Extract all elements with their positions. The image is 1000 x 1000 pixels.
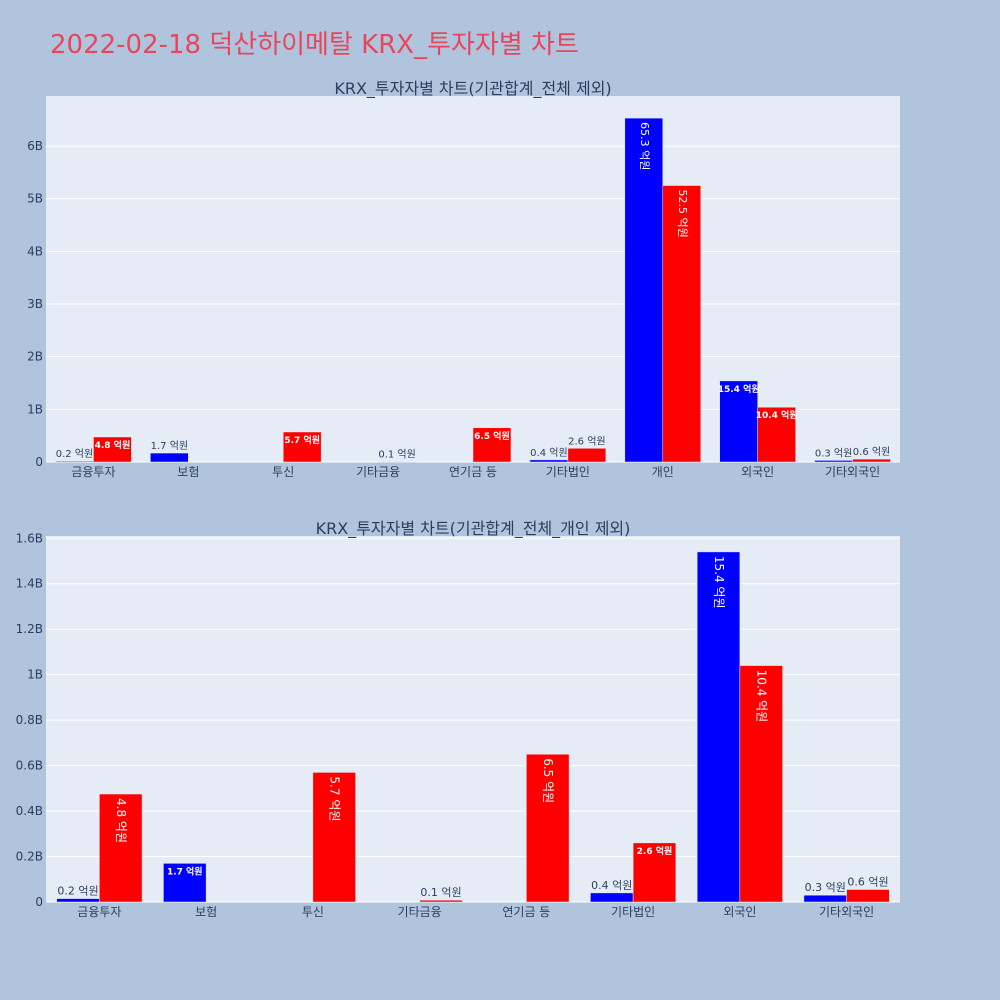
bar — [719, 380, 758, 463]
y-tick-label: 0 — [35, 455, 43, 469]
bar-data-label: 15.4 억원 — [712, 556, 726, 609]
y-tick-label: 1B — [27, 668, 43, 682]
bar — [814, 460, 853, 463]
bar-data-label: 0.2 억원 — [56, 448, 93, 460]
y-tick-label: 4B — [27, 244, 43, 258]
bar-data-label: 0.4 억원 — [591, 879, 632, 892]
bar-data-label: 5.7 억원 — [328, 776, 342, 821]
bar — [529, 459, 569, 463]
bar-data-label: 2.6 억원 — [637, 845, 673, 857]
x-tick-label: 기타법인 — [546, 465, 590, 479]
x-tick-label: 투신 — [272, 465, 294, 479]
x-tick-label: 기타외국인 — [819, 905, 874, 919]
bar — [526, 753, 570, 903]
bar-data-label: 4.8 억원 — [114, 798, 128, 843]
bar-data-label: 6.5 억원 — [474, 430, 510, 442]
bar — [282, 431, 322, 463]
bar-data-label: 15.4 억원 — [718, 383, 760, 395]
bar — [757, 406, 796, 463]
bar — [632, 842, 677, 903]
y-tick-label: 0 — [35, 895, 43, 909]
x-tick-label: 외국인 — [741, 465, 774, 479]
bar — [150, 452, 189, 463]
x-tick-label: 금융투자 — [71, 465, 115, 479]
y-tick-label: 1B — [27, 402, 43, 416]
bar-data-label: 10.4 억원 — [756, 409, 798, 421]
bar-data-label: 2.6 억원 — [568, 435, 605, 447]
chart-title: KRX_투자자별 차트(기관합계_전체 제외) — [334, 79, 611, 99]
x-tick-label: 기타금융 — [398, 905, 442, 919]
bar-data-label: 0.3 억원 — [815, 447, 852, 459]
y-tick-label: 0.6B — [16, 759, 43, 773]
bar — [55, 460, 94, 463]
x-tick-label: 기타금융 — [356, 465, 400, 479]
x-tick-label: 투신 — [302, 905, 324, 919]
y-tick-label: 6B — [27, 139, 43, 153]
x-tick-label: 연기금 등 — [449, 465, 497, 479]
bar-data-label: 52.5 억원 — [676, 190, 689, 238]
bar — [567, 448, 607, 463]
y-tick-label: 3B — [27, 297, 43, 311]
y-tick-label: 0.4B — [16, 804, 43, 818]
x-tick-label: 기타외국인 — [825, 465, 880, 479]
x-tick-label: 기타법인 — [611, 905, 655, 919]
y-tick-label: 1.6B — [16, 531, 43, 545]
bar — [803, 894, 847, 903]
x-tick-label: 외국인 — [723, 905, 756, 919]
bar-data-label: 0.1 억원 — [378, 449, 415, 461]
bar — [696, 551, 741, 903]
x-tick-label: 개인 — [652, 465, 674, 479]
bar — [590, 892, 634, 903]
bar — [56, 898, 100, 903]
bar — [93, 436, 132, 463]
bar-data-label: 0.6 억원 — [853, 446, 890, 458]
bar-data-label: 6.5 억원 — [541, 758, 555, 803]
bar-data-label: 0.4 억원 — [530, 447, 567, 459]
bar — [739, 665, 783, 903]
bar-data-label: 1.7 억원 — [167, 865, 203, 877]
bar-data-label: 0.6 억원 — [847, 875, 888, 888]
bar-data-label: 0.1 억원 — [420, 886, 461, 899]
x-tick-label: 금융투자 — [77, 905, 121, 919]
bar — [419, 899, 463, 903]
bar-data-label: 4.8 억원 — [95, 439, 131, 451]
bar — [624, 117, 664, 463]
x-tick-label: 연기금 등 — [502, 905, 550, 919]
bar-data-label: 0.3 억원 — [805, 881, 846, 894]
bar — [662, 185, 701, 463]
y-tick-label: 1.2B — [16, 622, 43, 636]
bar — [312, 772, 356, 903]
bar — [163, 863, 207, 903]
bar — [846, 889, 890, 903]
bar-data-label: 5.7 억원 — [284, 434, 320, 446]
y-tick-label: 0.2B — [16, 850, 43, 864]
y-tick-label: 5B — [27, 192, 43, 206]
bar-data-label: 10.4 억원 — [755, 670, 769, 723]
bar-data-label: 0.2 억원 — [57, 885, 98, 898]
bar — [99, 793, 143, 903]
y-tick-label: 0.8B — [16, 713, 43, 727]
y-tick-label: 1.4B — [16, 577, 43, 591]
x-tick-label: 보험 — [177, 465, 199, 479]
chart-title: KRX_투자자별 차트(기관합계_전체_개인 제외) — [316, 519, 631, 539]
bar — [472, 427, 512, 463]
bar-data-label: 1.7 억원 — [151, 440, 188, 452]
x-tick-label: 보험 — [195, 905, 217, 919]
page-title: 2022-02-18 덕산하이메탈 KRX_투자자별 차트 — [50, 30, 579, 60]
bar-data-label: 65.3 억원 — [638, 122, 651, 170]
bar — [852, 458, 891, 463]
y-tick-label: 2B — [27, 350, 43, 364]
